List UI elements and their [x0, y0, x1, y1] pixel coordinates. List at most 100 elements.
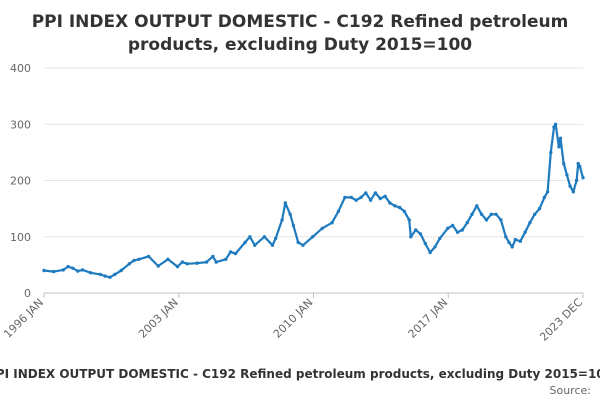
data-point[interactable]	[397, 205, 402, 210]
data-point[interactable]	[557, 145, 561, 149]
data-point[interactable]	[108, 275, 112, 279]
data-point[interactable]	[428, 250, 432, 255]
data-point[interactable]	[243, 240, 247, 245]
data-point[interactable]	[214, 260, 218, 264]
data-point[interactable]	[518, 239, 522, 243]
data-point[interactable]	[364, 191, 368, 195]
data-point[interactable]	[504, 235, 508, 239]
data-point[interactable]	[571, 190, 575, 194]
data-point[interactable]	[581, 176, 585, 180]
data-point[interactable]	[528, 221, 532, 225]
data-point[interactable]	[414, 228, 418, 232]
data-point[interactable]	[446, 226, 450, 230]
data-point[interactable]	[71, 266, 75, 270]
data-point[interactable]	[433, 245, 437, 249]
data-point[interactable]	[507, 240, 511, 245]
data-point[interactable]	[330, 221, 334, 225]
data-point[interactable]	[103, 274, 107, 278]
data-point[interactable]	[499, 218, 503, 222]
data-point[interactable]	[568, 184, 572, 188]
data-point[interactable]	[553, 122, 558, 127]
data-point[interactable]	[336, 209, 341, 214]
data-point[interactable]	[248, 235, 252, 239]
data-point[interactable]	[475, 204, 479, 208]
data-point[interactable]	[61, 268, 65, 272]
data-point[interactable]	[195, 261, 199, 265]
data-point[interactable]	[288, 212, 292, 216]
data-point[interactable]	[301, 243, 305, 247]
data-point[interactable]	[343, 195, 347, 200]
data-point[interactable]	[402, 209, 407, 214]
data-point[interactable]	[89, 271, 93, 275]
data-point[interactable]	[465, 221, 469, 225]
data-point[interactable]	[224, 257, 228, 261]
data-point[interactable]	[451, 223, 455, 228]
data-point[interactable]	[513, 237, 518, 242]
data-point[interactable]	[407, 218, 411, 222]
legend-label[interactable]: PPI INDEX OUTPUT DOMESTIC - C192 Refined…	[0, 367, 600, 381]
data-point[interactable]	[76, 269, 80, 273]
data-point[interactable]	[280, 218, 284, 222]
data-point[interactable]	[460, 228, 464, 232]
data-point[interactable]	[156, 264, 160, 268]
data-point[interactable]	[494, 212, 498, 216]
data-point[interactable]	[523, 230, 527, 234]
data-point[interactable]	[533, 212, 537, 216]
data-point[interactable]	[185, 262, 189, 266]
data-point[interactable]	[291, 223, 296, 228]
data-point[interactable]	[270, 243, 275, 247]
data-point[interactable]	[127, 262, 131, 266]
data-point[interactable]	[80, 268, 85, 272]
data-point[interactable]	[393, 204, 397, 208]
data-point[interactable]	[470, 212, 474, 216]
data-point[interactable]	[98, 272, 103, 277]
data-point[interactable]	[418, 232, 423, 236]
data-point[interactable]	[552, 125, 556, 129]
data-point[interactable]	[388, 201, 392, 205]
data-point[interactable]	[113, 272, 117, 277]
data-point[interactable]	[359, 195, 363, 200]
data-point[interactable]	[119, 268, 123, 273]
data-point[interactable]	[354, 198, 358, 202]
data-point[interactable]	[373, 191, 378, 195]
data-point[interactable]	[137, 257, 141, 261]
data-point[interactable]	[537, 206, 542, 211]
data-point[interactable]	[274, 236, 278, 241]
data-point[interactable]	[175, 264, 180, 269]
data-point[interactable]	[42, 268, 46, 273]
data-point[interactable]	[576, 161, 580, 166]
data-point[interactable]	[545, 190, 550, 194]
data-point[interactable]	[166, 257, 170, 261]
data-point[interactable]	[409, 235, 413, 239]
data-point[interactable]	[262, 235, 267, 239]
data-point[interactable]	[562, 161, 566, 166]
data-point[interactable]	[349, 195, 353, 200]
data-point[interactable]	[180, 260, 185, 264]
data-point[interactable]	[296, 240, 300, 245]
data-point[interactable]	[423, 241, 427, 246]
data-point[interactable]	[66, 264, 70, 269]
data-point[interactable]	[549, 150, 553, 155]
data-point[interactable]	[479, 212, 484, 216]
data-point[interactable]	[283, 201, 287, 205]
data-point[interactable]	[52, 269, 56, 274]
data-point[interactable]	[311, 235, 315, 239]
data-point[interactable]	[378, 196, 382, 201]
data-point[interactable]	[542, 195, 547, 200]
data-point[interactable]	[578, 164, 582, 169]
data-point[interactable]	[489, 212, 493, 216]
data-point[interactable]	[565, 173, 569, 177]
data-point[interactable]	[233, 251, 238, 256]
data-point[interactable]	[368, 198, 373, 202]
data-point[interactable]	[253, 243, 257, 247]
data-point[interactable]	[455, 230, 460, 234]
data-point[interactable]	[146, 254, 151, 259]
data-point[interactable]	[204, 260, 209, 264]
data-point[interactable]	[383, 194, 387, 198]
data-point[interactable]	[211, 254, 215, 259]
data-point[interactable]	[574, 178, 579, 183]
data-point[interactable]	[510, 245, 514, 249]
data-point[interactable]	[228, 250, 233, 254]
data-point[interactable]	[484, 218, 489, 222]
data-point[interactable]	[132, 258, 136, 263]
